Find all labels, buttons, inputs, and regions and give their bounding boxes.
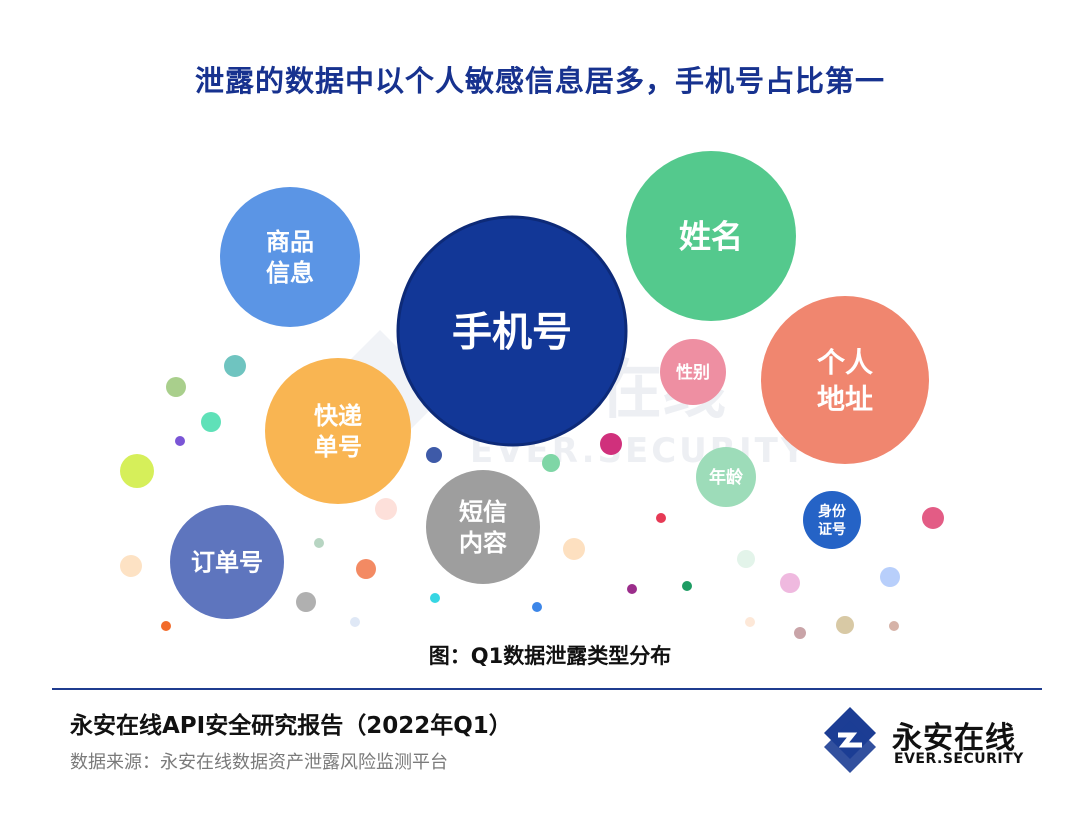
bubble-6: 订单号 (170, 505, 284, 619)
logo-mark-icon (824, 707, 876, 773)
bubble-label: 单号 (314, 433, 362, 461)
decorative-dot (880, 567, 900, 587)
bubble-9: 性别 (660, 339, 726, 405)
bubble-label: 地址 (817, 382, 873, 415)
decorative-dot (922, 507, 944, 529)
bubble-label: 年龄 (709, 467, 744, 488)
decorative-dot (532, 602, 542, 612)
decorative-dot (542, 454, 560, 472)
decorative-dot (836, 616, 854, 634)
decorative-dot (224, 355, 246, 377)
bubble-label: 内容 (459, 529, 507, 557)
bubble-label: 手机号 (452, 309, 572, 355)
decorative-dot (120, 555, 142, 577)
decorative-dot (563, 538, 585, 560)
chart-caption: 图：Q1数据泄露类型分布 (428, 644, 672, 668)
bubble-circle (170, 505, 284, 619)
decorative-dot (600, 433, 622, 455)
decorative-dot (375, 498, 397, 520)
bubble-circle (220, 187, 360, 327)
logo-text-cn: 永安在线 (892, 721, 1016, 756)
bubble-circle (396, 215, 628, 447)
bubble-circle (660, 339, 726, 405)
decorative-dot (166, 377, 186, 397)
decorative-dot (889, 621, 899, 631)
bubble-circle (696, 447, 756, 507)
decorative-dot (120, 454, 154, 488)
bubble-1: 手机号 (396, 215, 628, 447)
bubble-circle (265, 358, 411, 504)
bubble-label: 证号 (818, 522, 846, 538)
bubble-2: 姓名 (626, 151, 796, 321)
report-title: 永安在线API安全研究报告（2022年Q1） (70, 713, 512, 739)
decorative-dot (745, 617, 755, 627)
data-source: 数据来源：永安在线数据资产泄露风险监测平台 (70, 752, 448, 773)
decorative-dot (737, 550, 755, 568)
decorative-dot (161, 621, 171, 631)
decorative-dot (780, 573, 800, 593)
bubble-circle (761, 296, 929, 464)
decorative-dot (794, 627, 806, 639)
bubble-label: 商品 (266, 228, 314, 256)
decorative-dot (656, 513, 666, 523)
decorative-dot (426, 447, 442, 463)
decorative-dot (627, 584, 637, 594)
bubble-circle (626, 151, 796, 321)
bubble-label: 信息 (266, 259, 314, 287)
bubble-label: 个人 (817, 346, 873, 379)
decorative-dot (356, 559, 376, 579)
bubble-label: 姓名 (679, 218, 743, 256)
decorative-dot (314, 538, 324, 548)
decorative-dot (430, 593, 440, 603)
page-title: 泄露的数据中以个人敏感信息居多，手机号占比第一 (194, 64, 885, 98)
footer-divider (52, 688, 1042, 690)
bubble-label: 订单号 (191, 549, 263, 577)
bubble-label: 快递 (314, 402, 362, 430)
bubble-8: 年龄 (696, 447, 756, 507)
decorative-dot (175, 436, 185, 446)
decorative-dot (296, 592, 316, 612)
decorative-dot (350, 617, 360, 627)
logo-text-en: EVER.SECURITY (894, 751, 1024, 767)
brand-logo: 永安在线 EVER.SECURITY (822, 705, 1032, 775)
bubble-label: 短信 (459, 498, 507, 526)
decorative-dot (201, 412, 221, 432)
bubble-label: 性别 (676, 362, 710, 383)
bubble-label: 身份 (818, 503, 847, 520)
decorative-dot (682, 581, 692, 591)
bubble-circle (426, 470, 540, 584)
bubble-circle (803, 491, 861, 549)
